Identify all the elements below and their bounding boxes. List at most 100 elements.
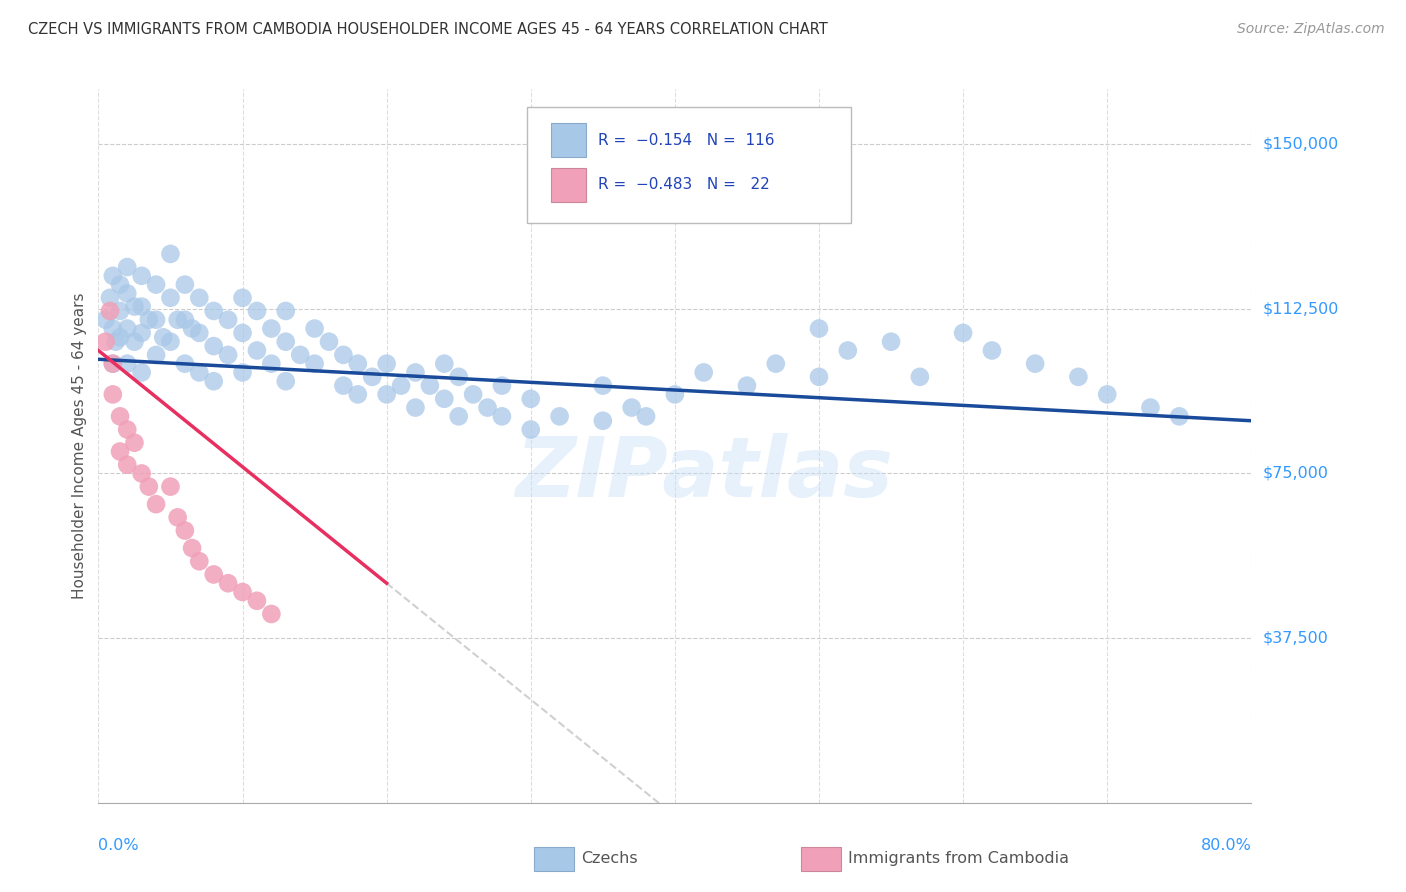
Point bbox=[145, 348, 167, 362]
Point bbox=[117, 286, 138, 301]
Point bbox=[405, 366, 427, 380]
Point bbox=[361, 369, 384, 384]
Point bbox=[952, 326, 974, 340]
Point bbox=[1139, 401, 1161, 415]
Point bbox=[231, 291, 254, 305]
Point bbox=[405, 401, 427, 415]
Point bbox=[520, 423, 543, 437]
Point bbox=[131, 467, 153, 481]
Point bbox=[104, 334, 127, 349]
Point bbox=[765, 357, 787, 371]
Point bbox=[174, 524, 197, 538]
Point bbox=[101, 387, 124, 401]
Point bbox=[202, 567, 225, 582]
Point bbox=[246, 304, 269, 318]
Point bbox=[159, 247, 181, 261]
Point bbox=[908, 369, 931, 384]
Text: Immigrants from Cambodia: Immigrants from Cambodia bbox=[848, 852, 1069, 866]
Point bbox=[117, 423, 138, 437]
Text: $37,500: $37,500 bbox=[1263, 631, 1329, 646]
Point bbox=[636, 409, 658, 424]
Point bbox=[188, 326, 211, 340]
Point bbox=[231, 326, 254, 340]
Point bbox=[231, 366, 254, 380]
Point bbox=[491, 409, 513, 424]
Point bbox=[108, 444, 131, 458]
Point bbox=[433, 357, 456, 371]
Point bbox=[246, 594, 269, 608]
Point bbox=[290, 348, 312, 362]
Point bbox=[174, 312, 197, 326]
Point bbox=[159, 480, 181, 494]
Point bbox=[101, 357, 124, 371]
Point bbox=[202, 304, 225, 318]
Text: CZECH VS IMMIGRANTS FROM CAMBODIA HOUSEHOLDER INCOME AGES 45 - 64 YEARS CORRELAT: CZECH VS IMMIGRANTS FROM CAMBODIA HOUSEH… bbox=[28, 22, 828, 37]
Point bbox=[880, 334, 903, 349]
Point bbox=[94, 312, 117, 326]
Point bbox=[447, 409, 470, 424]
Point bbox=[124, 334, 146, 349]
Point bbox=[217, 312, 239, 326]
Point bbox=[735, 378, 758, 392]
Point bbox=[274, 334, 297, 349]
Point bbox=[477, 401, 499, 415]
Point bbox=[117, 260, 138, 274]
Point bbox=[1024, 357, 1046, 371]
Point bbox=[664, 387, 686, 401]
Point bbox=[318, 334, 340, 349]
Point bbox=[433, 392, 456, 406]
Point bbox=[124, 435, 146, 450]
Point bbox=[346, 357, 368, 371]
Point bbox=[166, 510, 188, 524]
Point bbox=[592, 414, 614, 428]
Point bbox=[807, 321, 830, 335]
Point bbox=[389, 378, 412, 392]
Text: Czechs: Czechs bbox=[581, 852, 637, 866]
Text: $75,000: $75,000 bbox=[1263, 466, 1329, 481]
Point bbox=[332, 378, 354, 392]
Point bbox=[1168, 409, 1191, 424]
Text: 80.0%: 80.0% bbox=[1201, 838, 1251, 853]
Point bbox=[1097, 387, 1119, 401]
Point bbox=[174, 277, 197, 292]
Point bbox=[202, 374, 225, 388]
Point bbox=[117, 321, 138, 335]
Point bbox=[159, 334, 181, 349]
Y-axis label: Householder Income Ages 45 - 64 years: Householder Income Ages 45 - 64 years bbox=[72, 293, 87, 599]
Point bbox=[807, 369, 830, 384]
Point bbox=[246, 343, 269, 358]
Text: $112,500: $112,500 bbox=[1263, 301, 1339, 317]
Point bbox=[491, 378, 513, 392]
Point bbox=[981, 343, 1004, 358]
Point bbox=[98, 291, 121, 305]
Point bbox=[375, 357, 398, 371]
Point bbox=[217, 576, 239, 591]
Point bbox=[419, 378, 441, 392]
Point bbox=[108, 277, 131, 292]
Point bbox=[94, 334, 117, 349]
Text: R =  −0.483   N =   22: R = −0.483 N = 22 bbox=[598, 178, 769, 192]
Text: 0.0%: 0.0% bbox=[98, 838, 139, 853]
Point bbox=[188, 366, 211, 380]
Point bbox=[837, 343, 859, 358]
Point bbox=[304, 357, 326, 371]
Point bbox=[217, 348, 239, 362]
Point bbox=[145, 277, 167, 292]
Point bbox=[152, 330, 174, 344]
Point bbox=[304, 321, 326, 335]
Point bbox=[332, 348, 354, 362]
Point bbox=[693, 366, 716, 380]
Point bbox=[131, 268, 153, 283]
Point bbox=[181, 321, 204, 335]
Point bbox=[274, 304, 297, 318]
Text: R =  −0.154   N =  116: R = −0.154 N = 116 bbox=[598, 133, 775, 147]
Point bbox=[101, 268, 124, 283]
Point bbox=[145, 312, 167, 326]
Text: ZIPatlas: ZIPatlas bbox=[515, 433, 893, 514]
Point bbox=[159, 291, 181, 305]
Point bbox=[548, 409, 571, 424]
Point bbox=[108, 330, 131, 344]
Point bbox=[1067, 369, 1090, 384]
Point bbox=[131, 366, 153, 380]
Point bbox=[202, 339, 225, 353]
